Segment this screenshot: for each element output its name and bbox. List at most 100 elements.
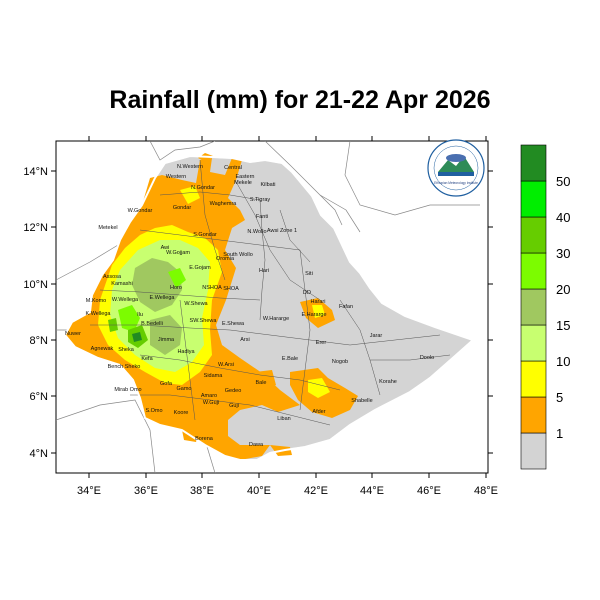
- region-label: S.Tigray: [250, 197, 271, 203]
- region-label: Nuwer: [65, 331, 81, 337]
- emi-logo: Ethiopian Meteorology Institute: [427, 139, 485, 197]
- region-label: Borena: [195, 436, 214, 442]
- logo-text: Ethiopian Meteorology Institute: [434, 181, 478, 185]
- colorbar-segment: [520, 288, 547, 326]
- x-tick-label: 40°E: [247, 485, 271, 497]
- region-label: Kamashi: [111, 281, 132, 287]
- region-label: Jarar: [370, 333, 383, 339]
- map-layers: N.Western Central Eastern Western N.Gondar Me…: [56, 141, 480, 473]
- region-label: Hari: [259, 268, 269, 274]
- x-tick-label: 42°E: [304, 485, 328, 497]
- region-label: Mirab Omo: [114, 387, 141, 393]
- region-label: Horo: [170, 285, 182, 291]
- region-label: Korahe: [379, 379, 397, 385]
- region-label: Fafan: [339, 304, 353, 310]
- region-label: Sidama: [204, 373, 224, 379]
- colorbar-label: 40: [556, 210, 570, 225]
- region-label: Kilbati: [261, 182, 276, 188]
- region-label: Doolo: [420, 355, 434, 361]
- region-label: Harari: [311, 299, 326, 305]
- map-title: Rainfall (mm) for 21-22 Apr 2026: [109, 86, 491, 114]
- colorbar-label: 50: [556, 174, 570, 189]
- colorbar-segment: [520, 252, 547, 290]
- region-label: South Wollo: [223, 252, 253, 258]
- region-label: Ilu: [137, 312, 143, 318]
- region-label: Siti: [305, 271, 313, 277]
- colorbar-segment: [520, 180, 547, 218]
- y-tick-label: 14°N: [23, 166, 48, 178]
- admin-boundaries: [90, 159, 451, 426]
- region-label: Western: [166, 174, 186, 180]
- region-label: Awsi Zone 1: [267, 228, 297, 234]
- region-label: Dawa: [249, 442, 264, 448]
- x-tick-label: 44°E: [360, 485, 384, 497]
- colorbar-segment: [520, 144, 547, 182]
- region-label: N.Gondar: [191, 185, 215, 191]
- region-label: Central: [224, 165, 242, 171]
- region-label: Waghemra: [210, 201, 238, 207]
- x-tick-label: 36°E: [134, 485, 158, 497]
- region-label: Bench Sheko: [108, 364, 141, 370]
- colorbar-label: 10: [556, 354, 570, 369]
- y-tick-label: 10°N: [23, 279, 48, 291]
- region-label: W.Hararge: [263, 316, 289, 322]
- region-label: E.Hararge: [301, 312, 326, 318]
- y-tick-label: 12°N: [23, 222, 48, 234]
- colorbar-label: 1: [556, 426, 563, 441]
- colorbar-segment: [520, 432, 547, 470]
- region-label: N.Western: [177, 164, 203, 170]
- region-label: Bale: [255, 380, 266, 386]
- colorbar-segment: [520, 396, 547, 434]
- x-tick-label: 48°E: [474, 485, 498, 497]
- region-label: E.Shewa: [222, 321, 245, 327]
- y-axis: 14°N 12°N 10°N 8°N 6°N 4°N: [23, 166, 493, 460]
- region-label: K.Wellega: [86, 311, 112, 317]
- region-label: Gedeo: [225, 388, 242, 394]
- region-label: E.Wellega: [150, 295, 176, 301]
- region-label: Amaro: [201, 393, 217, 399]
- colorbar-label: 30: [556, 246, 570, 261]
- region-label: Gofa: [160, 381, 173, 387]
- region-label: Liban: [277, 416, 290, 422]
- x-tick-label: 34°E: [77, 485, 101, 497]
- region-label: Assosa: [103, 274, 122, 280]
- region-label: Mekele: [234, 180, 252, 186]
- region-label: Koore: [174, 410, 189, 416]
- region-label: Shabelle: [351, 398, 372, 404]
- region-label: B.Bedelli: [141, 321, 163, 327]
- region-label: Eastern: [236, 174, 255, 180]
- colorbar-segment: [520, 360, 547, 398]
- ethiopia-border: [63, 154, 475, 461]
- region-label: S.Omo: [145, 408, 162, 414]
- x-axis: 34°E 36°E 38°E 40°E 42°E 44°E 46°E 48°E: [77, 136, 498, 497]
- region-label: W.Guji: [203, 400, 219, 406]
- region-label: W.Shewa: [184, 301, 208, 307]
- region-label: Nogob: [332, 359, 348, 365]
- colorbar-segment: [520, 324, 547, 362]
- region-label: Awi: [161, 245, 170, 251]
- region-label: Gondar: [173, 205, 192, 211]
- region-label: Metekel: [98, 225, 117, 231]
- region-label: E.Bale: [282, 356, 298, 362]
- region-label: Oromia: [216, 256, 235, 262]
- region-label: Agnewak: [91, 346, 114, 352]
- region-label: NSHOA: [202, 285, 222, 291]
- y-tick-label: 4°N: [30, 448, 49, 460]
- region-label: DD: [303, 290, 311, 296]
- y-tick-label: 8°N: [30, 335, 49, 347]
- region-label: W.Gojjam: [166, 250, 190, 256]
- region-label: Jimma: [158, 337, 175, 343]
- region-label: W.Gondar: [128, 208, 153, 214]
- region-label: E.Gojam: [189, 265, 211, 271]
- colorbar-label: 15: [556, 318, 570, 333]
- colorbar-label: 5: [556, 390, 563, 405]
- region-label: W.Arsi: [218, 362, 234, 368]
- colorbar-label: 20: [556, 282, 570, 297]
- region-label: Guji: [229, 403, 239, 409]
- region-labels: N.Western Central Eastern Western N.Gondar Me…: [65, 164, 434, 448]
- region-label: Gamo: [177, 386, 192, 392]
- region-label: Fanti: [256, 214, 268, 220]
- region-label: Afder: [312, 409, 325, 415]
